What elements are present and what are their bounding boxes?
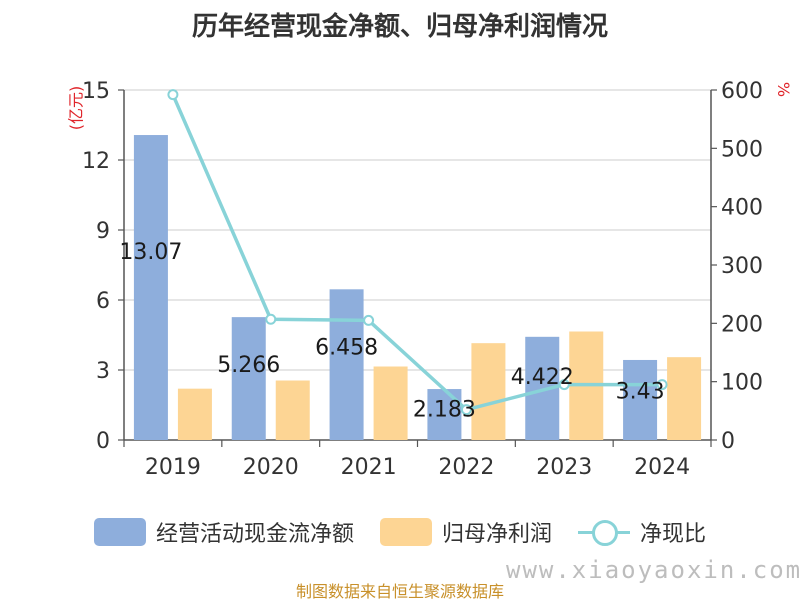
bar-net-profit	[373, 366, 408, 440]
legend-swatch-cash-ratio	[578, 518, 630, 546]
left-axis-tick-label: 9	[96, 219, 110, 244]
left-axis-tick-label: 0	[96, 429, 110, 454]
legend-label-net-profit: 归母净利润	[441, 522, 552, 547]
legend-item-net-profit[interactable]: 归母净利润	[379, 516, 552, 548]
point-cash-ratio	[460, 404, 472, 416]
point-cash-ratio	[363, 314, 375, 326]
legend: 经营活动现金流净额 归母净利润 净现比	[0, 516, 800, 548]
data-label-operating-cashflow: 5.266	[217, 353, 280, 378]
bar-net-profit	[667, 357, 702, 440]
left-axis-tick-label: 6	[96, 289, 110, 314]
point-cash-ratio	[265, 313, 277, 325]
data-label-operating-cashflow: 3.43	[616, 379, 665, 404]
right-axis-tick-label: 400	[721, 196, 763, 221]
right-axis-tick-label: 300	[721, 254, 763, 279]
chart-title: 历年经营现金净额、归母净利润情况	[191, 12, 608, 42]
left-axis-tick-label: 15	[82, 79, 110, 104]
bar-net-profit	[275, 380, 310, 440]
data-label-operating-cashflow: 6.458	[315, 336, 378, 361]
x-axis-tick-label: 2024	[634, 455, 690, 480]
legend-label-cash-ratio: 净现比	[640, 522, 707, 547]
legend-swatch-operating-cashflow	[93, 518, 146, 546]
watermark: www.xiaoyaoxin.com	[506, 556, 800, 584]
data-label-operating-cashflow: 13.07	[119, 240, 182, 265]
data-label-operating-cashflow: 4.422	[511, 365, 574, 390]
bar-operating-cashflow	[427, 389, 462, 440]
legend-item-operating-cashflow[interactable]: 经营活动现金流净额	[93, 516, 354, 548]
right-axis-tick-label: 100	[721, 371, 763, 396]
left-axis-tick-label: 3	[96, 359, 110, 384]
point-cash-ratio	[167, 89, 179, 101]
right-axis-tick-label: 0	[721, 429, 735, 454]
legend-swatch-net-profit	[379, 518, 432, 546]
data-label-operating-cashflow: 2.183	[413, 397, 476, 422]
bar-operating-cashflow	[329, 289, 364, 440]
point-cash-ratio	[656, 379, 668, 391]
x-axis-tick-label: 2021	[341, 455, 397, 480]
right-axis-tick-label: 200	[721, 312, 763, 337]
source-note: 制图数据来自恒生聚源数据库	[295, 582, 504, 601]
point-cash-ratio	[558, 379, 570, 391]
bar-net-profit	[471, 343, 506, 440]
x-axis-tick-label: 2023	[536, 455, 592, 480]
left-axis-tick-label: 12	[82, 149, 110, 174]
right-axis-tick-label: 600	[721, 79, 763, 104]
bar-operating-cashflow	[231, 317, 266, 440]
x-axis-tick-label: 2020	[243, 455, 299, 480]
line-cash-ratio	[171, 93, 663, 412]
bar-operating-cashflow	[133, 135, 168, 441]
x-axis-tick-label: 2022	[438, 455, 494, 480]
x-axis-tick-label: 2019	[145, 455, 201, 480]
legend-label-operating-cashflow: 经营活动现金流净额	[155, 522, 354, 547]
bar-net-profit	[177, 388, 212, 440]
legend-item-cash-ratio[interactable]: 净现比	[578, 516, 706, 548]
right-axis-tick-label: 500	[721, 137, 763, 162]
bar-operating-cashflow	[623, 359, 658, 440]
